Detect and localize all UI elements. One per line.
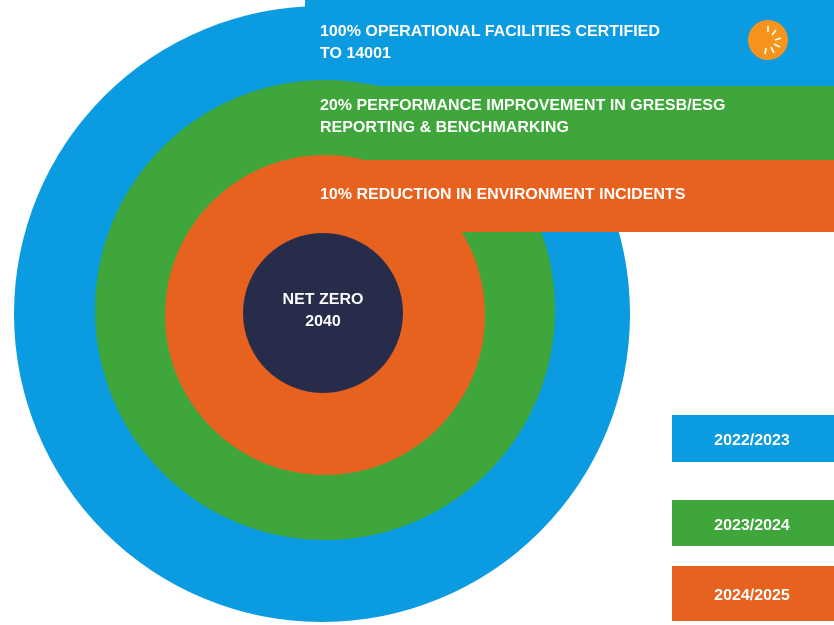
- legend-box: [672, 415, 834, 462]
- legend-box: [672, 566, 834, 621]
- band-2023: [305, 86, 834, 160]
- sun-icon: [748, 20, 788, 60]
- target-text: REPORTING & BENCHMARKING: [320, 119, 569, 136]
- legend-box: [672, 500, 834, 546]
- legend-label: 2024/2025: [714, 587, 790, 604]
- band-2022: [305, 0, 834, 86]
- band-2024: [305, 160, 834, 232]
- center-text: NET ZERO: [283, 291, 364, 308]
- legend-label: 2022/2023: [714, 432, 790, 449]
- target-text: 10% REDUCTION IN ENVIRONMENT INCIDENTS: [320, 186, 686, 203]
- target-text: TO 14001: [320, 45, 391, 62]
- target-text: 20% PERFORMANCE IMPROVEMENT IN GRESB/ESG: [320, 97, 725, 114]
- legend-label: 2023/2024: [714, 517, 790, 534]
- center-circle: [243, 233, 403, 393]
- target-text: 100% OPERATIONAL FACILITIES CERTIFIED: [320, 23, 660, 40]
- center-text: 2040: [305, 313, 341, 330]
